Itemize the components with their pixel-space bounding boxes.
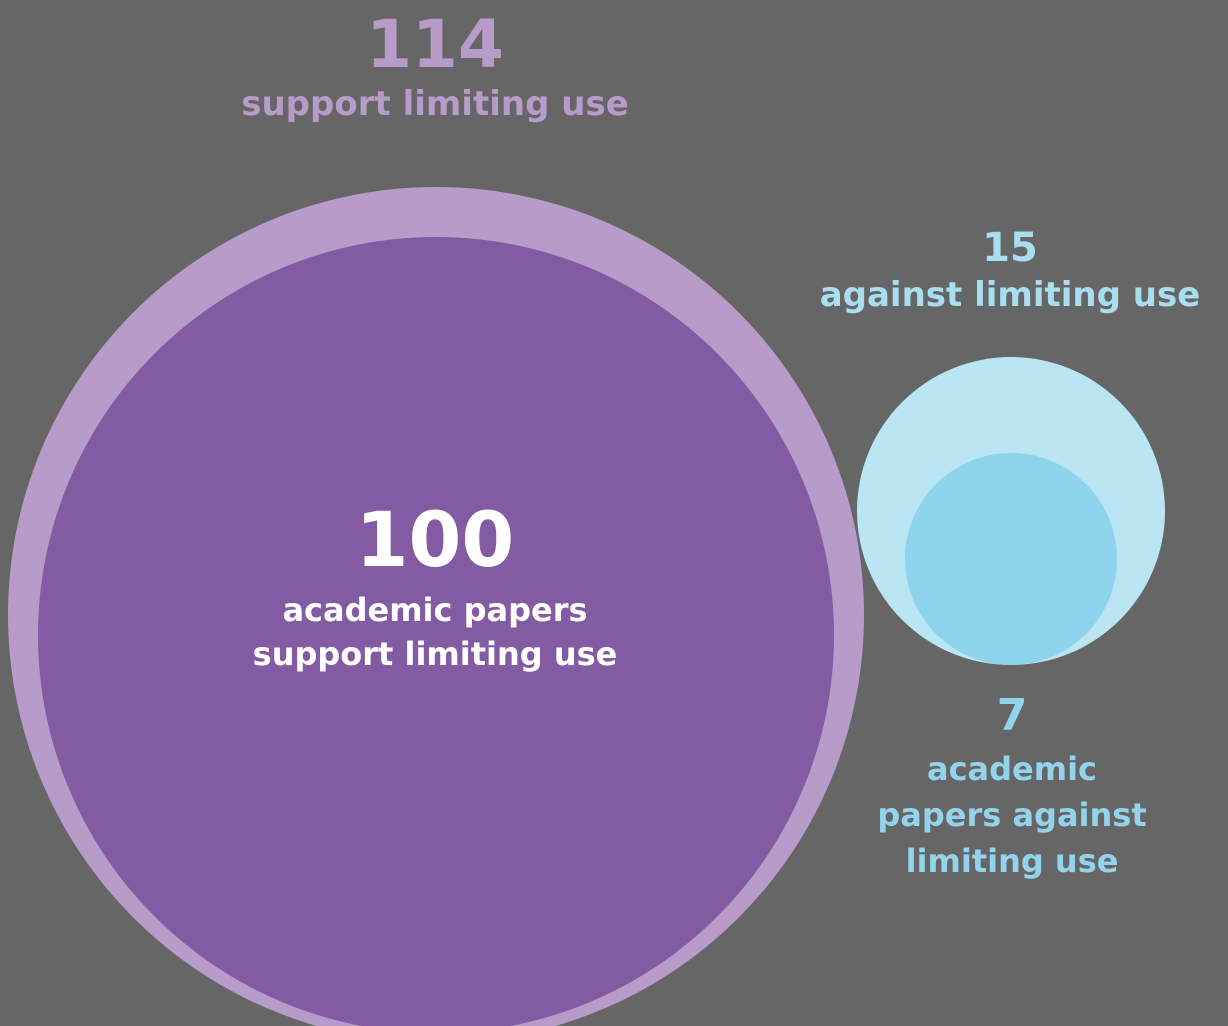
support-total-caption: support limiting use: [241, 84, 629, 124]
support-papers-caption-line1: academic papers: [282, 591, 588, 629]
against-papers-caption-line2: papers against: [877, 796, 1147, 834]
support-papers-value: 100: [355, 495, 515, 584]
bubble-against-papers: [905, 453, 1117, 665]
against-total-caption: against limiting use: [819, 275, 1201, 315]
support-total-label: 114 support limiting use: [180, 6, 690, 124]
support-papers-caption-line2: support limiting use: [252, 635, 618, 673]
against-total-value: 15: [982, 225, 1038, 271]
bubble-support-papers: [38, 237, 834, 1026]
against-papers-value: 7: [996, 690, 1028, 741]
support-total-value: 114: [366, 6, 504, 83]
against-total-label: 15 against limiting use: [790, 222, 1228, 316]
support-papers-label: 100 academic papers support limiting use: [180, 492, 690, 676]
against-papers-label: 7 academic papers against limiting use: [840, 686, 1184, 884]
against-papers-caption-line1: academic: [926, 750, 1098, 788]
against-papers-caption-line3: limiting use: [905, 842, 1119, 880]
